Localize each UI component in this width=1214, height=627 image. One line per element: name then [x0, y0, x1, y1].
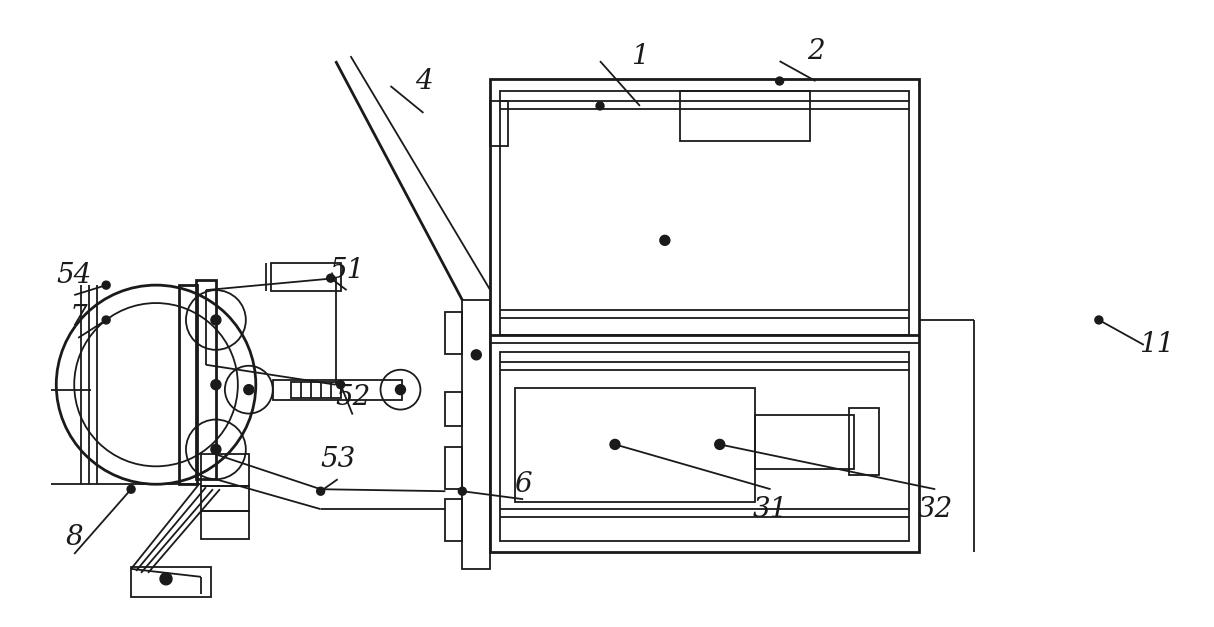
Circle shape	[102, 316, 110, 324]
Text: 7: 7	[69, 305, 87, 332]
Text: 52: 52	[335, 384, 370, 411]
Bar	[463, 300, 490, 569]
Circle shape	[660, 235, 670, 245]
Bar	[490, 101, 509, 145]
Circle shape	[1095, 316, 1102, 324]
Circle shape	[160, 573, 172, 585]
Text: 51: 51	[329, 256, 364, 283]
Bar	[500, 91, 909, 335]
Circle shape	[336, 381, 345, 389]
Bar	[850, 408, 879, 475]
Bar	[202, 455, 249, 486]
Bar	[446, 499, 463, 541]
Circle shape	[716, 440, 724, 448]
Text: 4: 4	[415, 68, 432, 95]
Circle shape	[459, 487, 466, 495]
Bar	[680, 91, 810, 141]
Text: 11: 11	[1139, 331, 1174, 359]
Bar	[515, 387, 755, 502]
Bar	[490, 79, 919, 552]
Bar	[178, 285, 197, 484]
Bar	[273, 380, 403, 399]
Circle shape	[211, 445, 221, 455]
Bar	[271, 263, 341, 291]
Circle shape	[244, 385, 254, 394]
Circle shape	[471, 350, 481, 360]
Text: 2: 2	[807, 38, 824, 65]
Text: 8: 8	[66, 524, 83, 551]
Text: 54: 54	[57, 261, 92, 288]
Circle shape	[715, 440, 725, 450]
Bar	[202, 486, 249, 511]
Circle shape	[396, 385, 405, 394]
Circle shape	[596, 102, 605, 110]
Circle shape	[102, 281, 110, 289]
Circle shape	[211, 315, 221, 325]
Bar	[290, 382, 341, 398]
Bar	[131, 567, 211, 597]
Circle shape	[211, 380, 221, 389]
Circle shape	[776, 77, 783, 85]
Circle shape	[127, 485, 135, 493]
Bar	[446, 312, 463, 354]
Bar	[446, 448, 463, 489]
Text: 32: 32	[918, 495, 953, 523]
Circle shape	[327, 274, 335, 282]
Circle shape	[317, 487, 324, 495]
Bar	[446, 392, 463, 426]
Text: 6: 6	[515, 471, 532, 498]
Bar	[755, 414, 855, 469]
Circle shape	[609, 440, 620, 450]
Text: 31: 31	[753, 495, 788, 523]
Circle shape	[611, 440, 619, 448]
Text: 1: 1	[631, 43, 648, 70]
Text: 53: 53	[320, 446, 356, 473]
Bar	[195, 280, 216, 479]
Bar	[500, 352, 909, 541]
Bar	[202, 511, 249, 539]
